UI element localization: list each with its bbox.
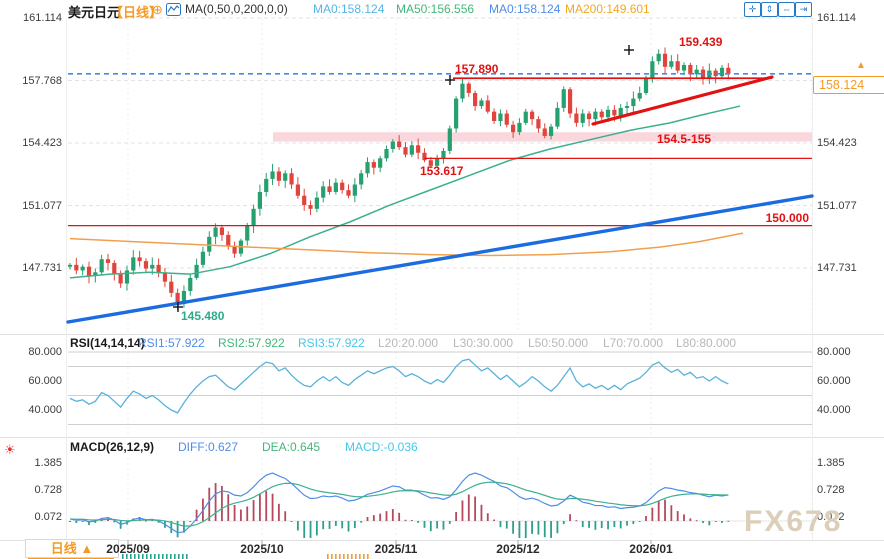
rsi-l50: L50:50.000 [528,336,589,350]
tab-daily[interactable]: 日线 ▲ [25,539,119,558]
rsi-axis-label: 80.000 [28,346,62,358]
macd-axis-label: 0.072 [34,511,62,523]
go-to-latest-icon[interactable]: ⇥ [795,2,812,17]
left-axis-label: 154.423 [22,137,62,149]
rsi-axis-label: 40.000 [817,404,851,416]
minor-support-label: 153.617 [420,164,464,178]
ma50-value: MA50:156.556 [396,2,475,16]
swing-high-label: 159.439 [679,35,723,49]
right-axis-label: 151.077 [817,200,857,212]
rsi1-value: RSI1:57.922 [138,336,205,350]
right-axis-label: 147.731 [817,262,857,274]
macd-axis-label: 0.728 [34,484,62,496]
ma0-value: MA0:158.124 [313,2,385,16]
rsi-axis-label: 80.000 [817,346,851,358]
rsi-l30: L30:30.000 [453,336,514,350]
right-axis-label: 154.423 [817,137,857,149]
right-axis-label: 161.114 [817,12,856,24]
pan-move-icon[interactable]: ✛ [744,2,761,17]
rsi-title: RSI(14,14,14) [70,336,145,350]
alert-icon[interactable]: ☀ [4,442,16,457]
zone-label: 154.5-155 [657,132,712,146]
dea-value: DEA:0.645 [262,440,321,454]
x-axis-label: 2025/12 [496,542,540,556]
x-axis-label: 2026/01 [629,542,673,556]
ma200-value: MA200:149.601 [565,2,650,16]
rsi-l70: L70:70.000 [603,336,664,350]
round-support-label: 150.000 [765,211,809,225]
macd-axis-label: 0.072 [817,511,845,523]
add-indicator-icon[interactable]: ⊕ [152,2,163,17]
watermark: FX678 [744,505,843,538]
rsi-axis-label: 60.000 [28,375,62,387]
latest-price-arrow-icon: ▲ [856,60,866,71]
rsi-l20: L20:20.000 [378,336,439,350]
x-axis-label: 2025/09 [106,542,150,556]
left-axis-label: 161.114 [23,12,62,24]
x-axis-label: 2025/11 [374,542,418,556]
ma0-value-2: MA0:158.124 [489,2,561,16]
resistance-label: 157.890 [455,62,499,76]
rsi-axis-label: 60.000 [817,375,851,387]
macd-axis-label: 1.385 [34,457,62,469]
rsi3-value: RSI3:57.922 [298,336,365,350]
x-axis-label: 2025/10 [240,542,284,556]
left-axis-label: 147.731 [22,262,62,274]
y-axis-zoom-icon[interactable]: ⇕ [761,2,778,17]
rsi-l80: L80:80.000 [676,336,737,350]
left-axis-label: 157.768 [22,75,62,87]
rsi2-value: RSI2:57.922 [218,336,285,350]
ma-settings-label: MA(0,50,0,200,0,0) [185,2,288,16]
macd-title: MACD(26,12,9) [70,440,155,454]
rsi-axis-label: 40.000 [28,404,62,416]
period-tag: 【日线】 [110,5,163,20]
diff-value: DIFF:0.627 [178,440,239,454]
macd-axis-label: 0.728 [817,484,845,496]
x-axis-zoom-icon[interactable]: ⇔ [778,2,795,17]
symbol-title: 美元日元 [68,5,121,20]
macd-value: MACD:-0.036 [345,440,418,454]
macd-axis-label: 1.385 [817,457,845,469]
last-price-badge: 158.124 [813,76,884,94]
left-axis-label: 151.077 [22,200,62,212]
swing-low-label: 145.480 [181,309,225,323]
